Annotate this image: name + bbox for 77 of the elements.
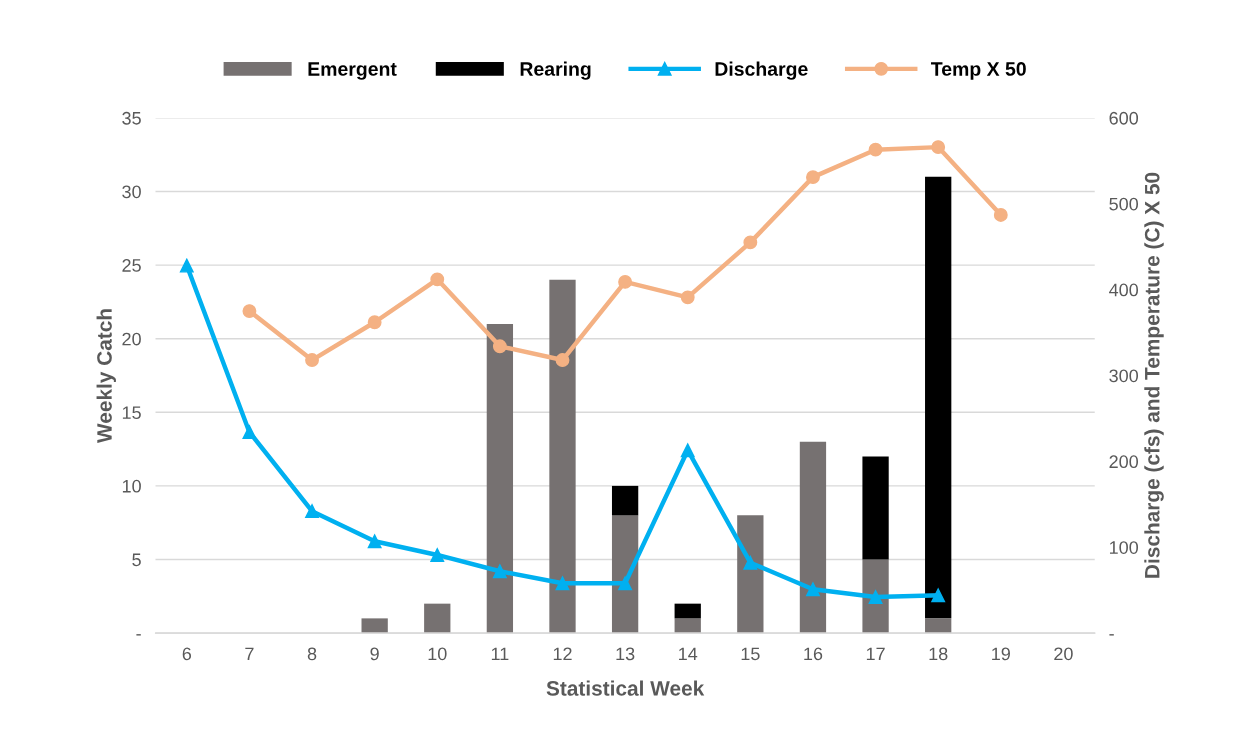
bar bbox=[925, 618, 952, 634]
y2-tick-label: 300 bbox=[1109, 369, 1139, 383]
x-tick-label: 10 bbox=[428, 647, 447, 661]
point bbox=[305, 504, 319, 519]
point bbox=[492, 564, 507, 579]
bar bbox=[674, 603, 701, 619]
point bbox=[430, 548, 445, 562]
x-tick-label: 13 bbox=[616, 647, 635, 661]
point bbox=[806, 170, 820, 185]
x-tick-label: 14 bbox=[679, 647, 698, 661]
point bbox=[618, 576, 633, 591]
y2-tick-label: 200 bbox=[1109, 455, 1139, 469]
point bbox=[555, 576, 570, 591]
x-tick-label: 20 bbox=[1054, 647, 1073, 661]
y2-tick-label: 600 bbox=[1109, 111, 1139, 125]
point bbox=[743, 555, 758, 570]
point bbox=[492, 339, 507, 354]
y-tick-label: 25 bbox=[122, 259, 141, 272]
bar bbox=[862, 559, 889, 634]
y-tick-label: 10 bbox=[122, 479, 141, 493]
bar bbox=[549, 279, 576, 634]
bar bbox=[611, 485, 639, 516]
point bbox=[931, 140, 946, 155]
x-tick-label: 11 bbox=[491, 647, 509, 661]
y-tick-label: - bbox=[136, 634, 141, 636]
point bbox=[555, 353, 570, 367]
bar bbox=[424, 603, 451, 634]
bar bbox=[361, 618, 388, 634]
x-tick-label: 12 bbox=[553, 647, 572, 661]
y-tick-label: 35 bbox=[122, 111, 141, 125]
y2-tick-label: 500 bbox=[1109, 197, 1139, 211]
point bbox=[242, 425, 257, 440]
point bbox=[743, 235, 758, 250]
point bbox=[367, 315, 382, 330]
x-tick-label: 17 bbox=[866, 647, 885, 661]
point bbox=[367, 534, 382, 549]
point bbox=[680, 290, 695, 305]
x-tick-label: 6 bbox=[182, 647, 192, 661]
x-tick-label: 9 bbox=[370, 647, 379, 661]
x-tick-label: 19 bbox=[992, 647, 1010, 661]
bar bbox=[674, 618, 701, 634]
legend-label: Rearing bbox=[520, 61, 591, 80]
point bbox=[993, 207, 1008, 222]
y2-tick-label: - bbox=[1109, 634, 1114, 636]
point bbox=[868, 590, 883, 604]
bar bbox=[862, 456, 889, 560]
legend-label: Temp X 50 bbox=[931, 62, 1026, 80]
point bbox=[179, 258, 194, 273]
bar bbox=[611, 515, 639, 634]
point bbox=[618, 274, 633, 289]
y-tick-label: 15 bbox=[122, 406, 141, 420]
y2-axis-title: Discharge (cfs) and Temperature (C) X 50 bbox=[1144, 172, 1164, 578]
point bbox=[931, 588, 946, 603]
bar bbox=[799, 441, 827, 634]
bar bbox=[737, 515, 764, 634]
point bbox=[305, 353, 319, 367]
legend-label: Discharge bbox=[715, 61, 808, 80]
legend-label: Emergent bbox=[308, 62, 397, 80]
x-tick-label: 15 bbox=[741, 647, 760, 661]
y-tick-label: 30 bbox=[122, 185, 141, 199]
x-tick-label: 7 bbox=[245, 647, 254, 661]
y2-tick-label: 400 bbox=[1109, 283, 1139, 297]
bar bbox=[925, 176, 952, 619]
point bbox=[680, 443, 695, 458]
point bbox=[242, 304, 257, 319]
x-tick-label: 16 bbox=[804, 647, 823, 661]
x-tick-label: 8 bbox=[307, 647, 317, 661]
point bbox=[868, 142, 883, 157]
y-axis-title: Weekly Catch bbox=[96, 309, 116, 444]
y-tick-label: 20 bbox=[122, 332, 141, 346]
bar bbox=[486, 323, 514, 634]
x-axis-title: Statistical Week bbox=[546, 680, 705, 696]
y-tick-label: 5 bbox=[132, 553, 141, 567]
x-tick-label: 18 bbox=[929, 647, 948, 661]
point bbox=[430, 272, 445, 287]
point bbox=[806, 582, 820, 597]
y2-tick-label: 100 bbox=[1109, 541, 1139, 554]
